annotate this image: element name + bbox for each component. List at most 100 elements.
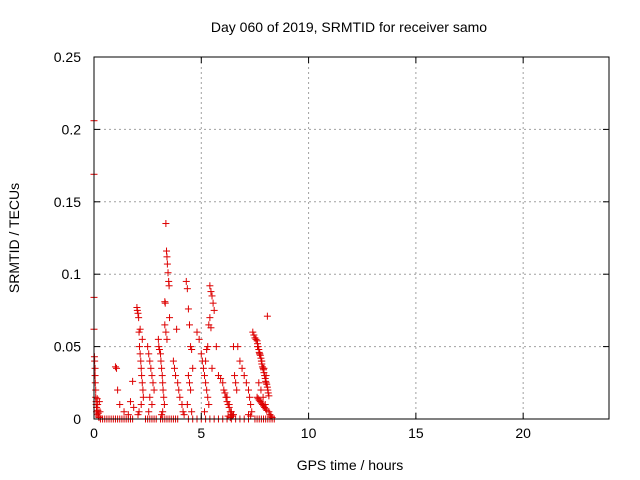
data-point <box>138 372 146 380</box>
data-point <box>147 364 155 372</box>
data-point <box>250 331 258 339</box>
axis-ticks <box>93 56 609 420</box>
data-point <box>135 408 143 416</box>
data-point <box>163 335 171 343</box>
x-tick-label: 20 <box>515 425 531 441</box>
data-point <box>229 411 237 419</box>
data-point <box>197 350 205 358</box>
data-point <box>182 277 190 285</box>
data-point <box>91 364 99 372</box>
data-point <box>134 411 142 419</box>
data-point <box>247 412 255 420</box>
data-point <box>158 411 166 419</box>
x-tick-label: 15 <box>408 425 424 441</box>
data-point <box>126 398 134 406</box>
data-point <box>262 372 270 380</box>
data-point <box>247 401 255 409</box>
data-point <box>201 372 209 380</box>
grid-lines <box>94 57 609 419</box>
data-point <box>113 364 121 372</box>
data-point <box>159 408 167 416</box>
data-point <box>225 401 233 409</box>
data-point <box>246 393 254 401</box>
data-point <box>207 288 215 296</box>
data-point <box>158 364 166 372</box>
data-point <box>136 325 144 333</box>
data-point <box>258 357 266 365</box>
data-point <box>265 408 273 416</box>
data-point <box>146 393 154 401</box>
data-point <box>188 345 196 353</box>
data-point <box>184 305 192 313</box>
y-tick-label: 0.1 <box>62 266 82 282</box>
data-point <box>221 389 229 397</box>
data-points <box>90 117 278 423</box>
data-point <box>139 393 147 401</box>
data-point <box>238 364 246 372</box>
data-point <box>165 282 173 290</box>
data-point <box>95 398 103 406</box>
data-point <box>236 357 244 365</box>
data-point <box>259 393 267 401</box>
data-point <box>91 357 99 365</box>
data-point <box>114 386 122 394</box>
x-tick-label: 10 <box>301 425 317 441</box>
data-point <box>258 363 266 371</box>
data-point <box>240 372 248 380</box>
data-point <box>149 379 157 387</box>
data-point <box>162 220 170 228</box>
data-point <box>175 386 183 394</box>
data-point <box>150 386 158 394</box>
data-point <box>169 357 177 365</box>
data-point <box>157 350 165 358</box>
data-point <box>179 408 187 416</box>
data-point <box>146 357 154 365</box>
data-point <box>212 343 220 351</box>
data-point <box>137 357 145 365</box>
data-point <box>144 343 152 351</box>
data-point <box>205 401 213 409</box>
data-point <box>184 372 192 380</box>
data-point <box>234 343 242 351</box>
data-point <box>96 408 104 416</box>
data-point <box>137 401 145 409</box>
data-point <box>242 379 250 387</box>
data-point <box>120 408 128 416</box>
data-point <box>135 328 143 336</box>
data-point <box>209 299 217 307</box>
data-point <box>116 401 124 409</box>
data-point <box>163 260 171 268</box>
data-point <box>160 401 168 409</box>
data-point <box>160 393 168 401</box>
data-point <box>129 377 137 385</box>
data-point <box>254 343 262 351</box>
data-point <box>124 411 132 419</box>
data-point <box>245 386 252 394</box>
data-point <box>139 386 147 394</box>
data-point <box>187 386 195 394</box>
data-point <box>262 379 270 387</box>
data-point <box>203 345 211 353</box>
data-point <box>180 411 188 419</box>
data-point <box>176 393 184 401</box>
data-point <box>164 269 172 277</box>
data-point <box>145 408 153 416</box>
data-point <box>145 350 153 358</box>
data-point <box>134 309 142 317</box>
data-point <box>248 408 256 416</box>
data-point <box>202 357 210 365</box>
y-axis-label: SRMTID / TECUs <box>6 183 22 293</box>
data-point <box>202 379 210 387</box>
data-point <box>199 364 207 372</box>
data-point <box>174 379 182 387</box>
data-point <box>161 321 169 329</box>
data-point <box>203 386 211 394</box>
plot-frame <box>93 56 610 420</box>
data-point <box>207 324 215 332</box>
data-point <box>130 403 138 411</box>
data-point <box>252 335 260 343</box>
data-point <box>95 414 103 422</box>
data-point <box>219 379 227 387</box>
data-point <box>265 392 273 400</box>
